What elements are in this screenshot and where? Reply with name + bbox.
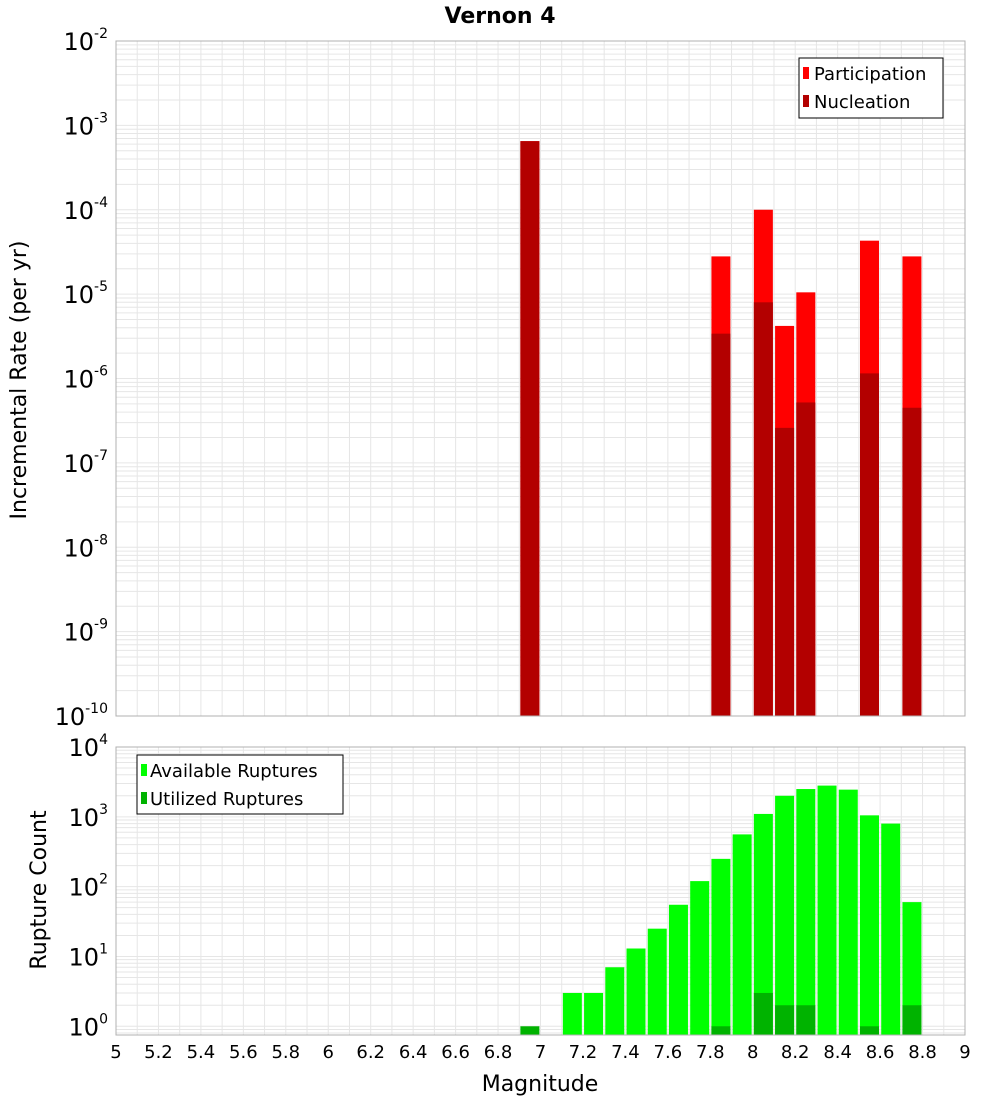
x-tick-labels: 5 5.2 5.4 5.6 5.8 6 6.2 6.4 6.6 6.8 7 7.2 7.4 7.6 7.8 8… <box>110 1042 970 1063</box>
legend-label-nucleation: Nucleation <box>814 92 910 113</box>
count-bar-available-ruptures <box>605 967 625 1035</box>
x-tick-label: 7.4 <box>611 1042 640 1063</box>
count-bar-available-ruptures <box>562 992 582 1035</box>
bottom-legend-box <box>136 754 344 815</box>
x-tick-label: 8 <box>747 1042 758 1063</box>
count-bar-available-ruptures <box>796 789 816 1035</box>
count-bar-available-ruptures <box>668 904 688 1035</box>
rate-bar-nucleation <box>859 373 879 716</box>
x-tick-label: 6 <box>323 1042 334 1063</box>
count-bar-utilized-ruptures <box>753 992 773 1035</box>
x-tick-label: 7 <box>535 1042 546 1063</box>
count-bar-utilized-ruptures <box>775 1005 795 1035</box>
top-y-tick-label: 10-7 <box>63 448 108 478</box>
top-y-tick-label: 10-4 <box>63 195 108 225</box>
x-tick-label: 5.6 <box>229 1042 258 1063</box>
x-tick-label: 8.4 <box>823 1042 852 1063</box>
rate-bar-nucleation <box>520 141 540 717</box>
legend-swatch-utilized-ruptures <box>141 792 147 804</box>
bottom-y-tick-label: 102 <box>69 872 108 902</box>
bottom-y-tick-labels: 100 101 102 103 104 <box>69 732 109 1041</box>
x-tick-label: 5.4 <box>187 1042 216 1063</box>
legend-swatch-participation <box>803 67 809 79</box>
top-y-tick-label: 10-8 <box>63 532 108 562</box>
rate-bar-nucleation <box>775 427 795 716</box>
count-bar-utilized-ruptures <box>711 1026 731 1035</box>
x-tick-label: 5.2 <box>144 1042 173 1063</box>
x-tick-label: 6.6 <box>441 1042 470 1063</box>
bottom-y-axis-label: Rupture Count <box>27 810 52 970</box>
top-y-tick-label: 10-10 <box>55 701 108 731</box>
top-y-tick-label: 10-9 <box>63 617 108 647</box>
rate-bar-nucleation <box>753 302 773 716</box>
bottom-panel-bars <box>520 785 922 1035</box>
count-bar-available-ruptures <box>859 815 879 1035</box>
x-tick-label: 5.8 <box>271 1042 300 1063</box>
x-tick-label: 7.8 <box>696 1042 725 1063</box>
legend-label-participation: Participation <box>814 64 926 85</box>
top-y-tick-labels: 10-10 10-9 10-8 10-7 10-6 10-5 10-4 10-3 10-2 <box>55 26 109 731</box>
count-bar-utilized-ruptures <box>902 1005 922 1035</box>
bottom-y-tick-label: 104 <box>69 732 109 762</box>
count-bar-available-ruptures <box>775 795 795 1035</box>
rate-bar-nucleation <box>902 407 922 716</box>
rate-bar-nucleation <box>796 402 816 716</box>
x-tick-label: 8.6 <box>866 1042 895 1063</box>
top-panel-bars <box>520 141 922 717</box>
top-legend-box <box>798 57 944 119</box>
x-tick-label: 5 <box>110 1042 121 1063</box>
x-tick-label: 6.4 <box>399 1042 428 1063</box>
chart-title: Vernon 4 <box>445 4 556 29</box>
bottom-legend: Available Ruptures Utilized Ruptures <box>136 754 344 815</box>
top-panel-grid <box>115 40 966 717</box>
x-tick-label: 7.2 <box>569 1042 598 1063</box>
rate-bar-nucleation <box>711 333 731 716</box>
count-bar-available-ruptures <box>584 992 604 1035</box>
bottom-y-tick-label: 103 <box>69 802 108 832</box>
count-bar-available-ruptures <box>881 823 901 1035</box>
count-bar-available-ruptures <box>753 813 773 1035</box>
x-tick-label: 6.8 <box>484 1042 513 1063</box>
count-bar-utilized-ruptures <box>520 1026 540 1035</box>
count-bar-utilized-ruptures <box>796 1005 816 1035</box>
count-bar-available-ruptures <box>647 928 667 1035</box>
top-y-tick-label: 10-2 <box>63 26 108 56</box>
bottom-y-tick-label: 101 <box>69 941 108 971</box>
x-tick-label: 8.8 <box>908 1042 937 1063</box>
bottom-y-tick-label: 100 <box>69 1011 108 1041</box>
count-bar-available-ruptures <box>690 881 710 1035</box>
legend-label-utilized-ruptures: Utilized Ruptures <box>150 789 303 810</box>
top-y-tick-label: 10-3 <box>63 110 108 140</box>
top-y-tick-label: 10-5 <box>63 279 108 309</box>
count-bar-utilized-ruptures <box>859 1026 879 1035</box>
legend-swatch-nucleation <box>803 95 809 107</box>
count-bar-available-ruptures <box>838 789 858 1035</box>
count-bar-available-ruptures <box>711 858 731 1035</box>
top-plot-frame <box>115 40 966 717</box>
top-y-axis-label: Incremental Rate (per yr) <box>7 241 32 520</box>
x-axis-label: Magnitude <box>482 1072 599 1097</box>
x-tick-label: 7.6 <box>654 1042 683 1063</box>
legend-swatch-available-ruptures <box>141 764 147 776</box>
x-tick-label: 6.2 <box>356 1042 385 1063</box>
x-tick-label: 9 <box>959 1042 970 1063</box>
x-tick-label: 8.2 <box>781 1042 810 1063</box>
count-bar-available-ruptures <box>626 948 646 1035</box>
bottom-plot-frame <box>115 746 966 1036</box>
top-y-tick-label: 10-6 <box>63 364 108 394</box>
top-legend: Participation Nucleation <box>798 57 944 119</box>
count-bar-available-ruptures <box>732 834 752 1035</box>
count-bar-available-ruptures <box>817 785 837 1035</box>
count-bar-available-ruptures <box>902 902 922 1035</box>
legend-label-available-ruptures: Available Ruptures <box>150 761 318 782</box>
